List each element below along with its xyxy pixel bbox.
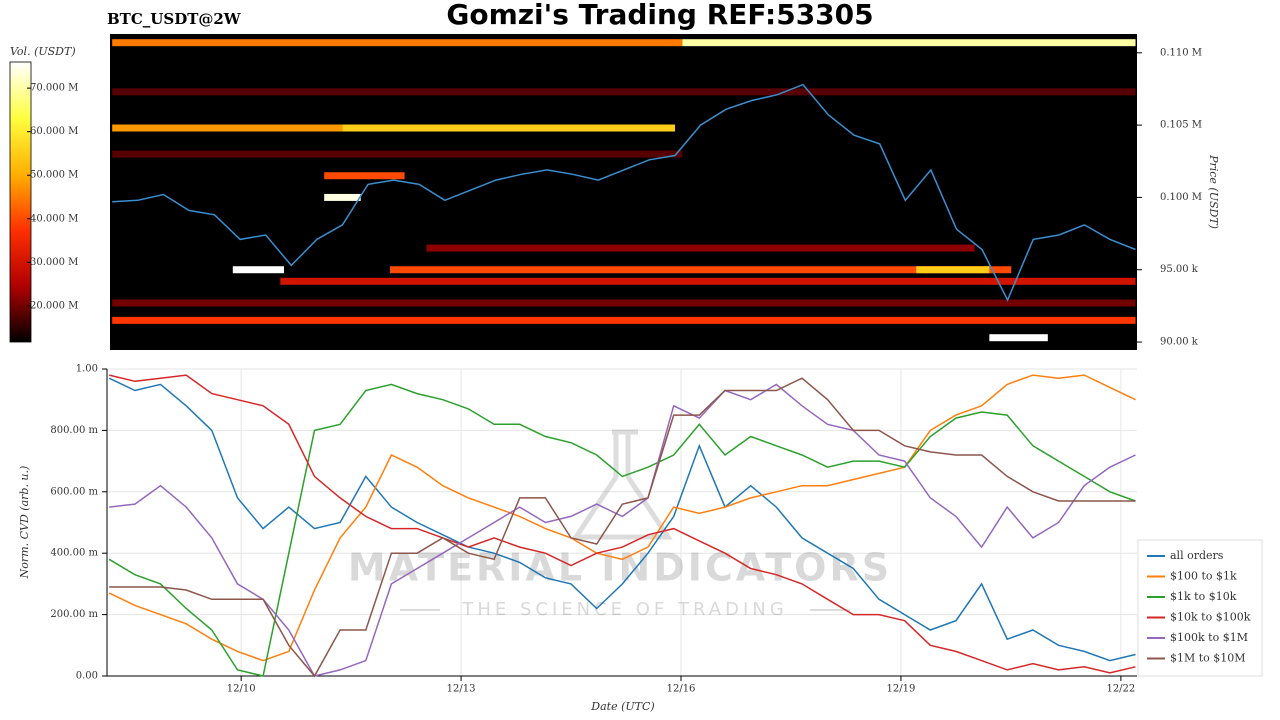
x-tick-label: 12/13 [447,684,476,695]
y-tick-label: 0.00 [76,671,98,682]
heatmap-cell [112,316,1136,324]
watermark-flask [571,429,673,540]
series-line [108,383,1136,677]
heatmap-background [110,34,1137,350]
heatmap-cell [389,266,1012,274]
heatmap-cell [112,150,683,158]
legend-label: $100k to $1M [1170,631,1248,644]
heatmap-cell [426,244,975,252]
x-tick-label: 12/10 [227,684,256,695]
heatmap-cell [112,124,343,132]
colorbar-tick-label: 60.000 M [30,126,78,137]
heatmap-cell [112,88,1136,96]
y-tick-label: 0.105 M [1160,120,1202,131]
price-line [112,83,1136,302]
y-tick-label: 0.110 M [1160,47,1202,58]
heatmap-cell [112,39,683,47]
colorbar-tick-label: 30.000 M [30,257,78,268]
y-tick-label: 95.00 k [1160,264,1199,275]
y-tick-label: 0.100 M [1160,192,1202,203]
heatmap-cell [682,39,1136,47]
y-tick-label: 800.00 m [50,425,98,436]
series-line [109,374,1136,674]
heatmap-cell [324,172,405,180]
x-tick-label: 12/16 [667,684,696,695]
y-tick-label: 600.00 m [50,486,98,497]
colorbar-tick-label: 20.000 M [30,300,78,311]
y-tick-label: 90.00 k [1160,337,1199,348]
series-line [109,377,1136,678]
y-tick-label: 1.00 [76,364,98,375]
colorbar-tick-label: 50.000 M [30,170,78,181]
x-axis-label: Date (UTC) [590,700,654,713]
watermark-tagline: THE SCIENCE OF TRADING [461,599,787,620]
heatmap-cell [989,334,1048,342]
legend-label: $1M to $10M [1170,652,1246,665]
heatmap-cell [232,266,284,274]
series-line [109,383,1136,677]
heatmap-cell [112,299,1136,307]
y-axis-label: Price (USDT) [1207,154,1220,229]
heatmap-cell [916,266,990,274]
heatmap-cell [280,277,1136,285]
watermark: MATERIAL INDICATORS THE SCIENCE OF TRADI… [348,429,892,620]
series-line [108,374,1136,662]
colorbar-tick-label: 40.000 M [30,213,78,224]
heatmap-cell [324,193,361,201]
heatmap-cell [342,124,676,132]
colorbar-label: Vol. (USDT) [10,45,76,58]
watermark-name: MATERIAL INDICATORS [348,546,892,590]
legend-label: $100 to $1k [1170,570,1237,583]
series-line [108,377,1136,662]
chart-subtitle: BTC_USDT@2W [107,10,242,28]
x-tick-label: 12/22 [1106,684,1135,695]
legend-label: $1k to $10k [1170,590,1237,603]
y-tick-label: 400.00 m [50,548,98,559]
colorbar [9,61,32,343]
legend-label: $10k to $100k [1170,611,1251,624]
legend-label: all orders [1170,549,1224,562]
x-tick-label: 12/19 [887,684,916,695]
y-tick-label: 200.00 m [50,609,98,620]
chart-title: Gomzi's Trading REF:53305 [446,0,873,31]
legend-box [1137,539,1263,677]
y-axis-label: Norm. CVD (arb. u.) [18,466,31,580]
colorbar-tick-label: 70.000 M [30,83,78,94]
